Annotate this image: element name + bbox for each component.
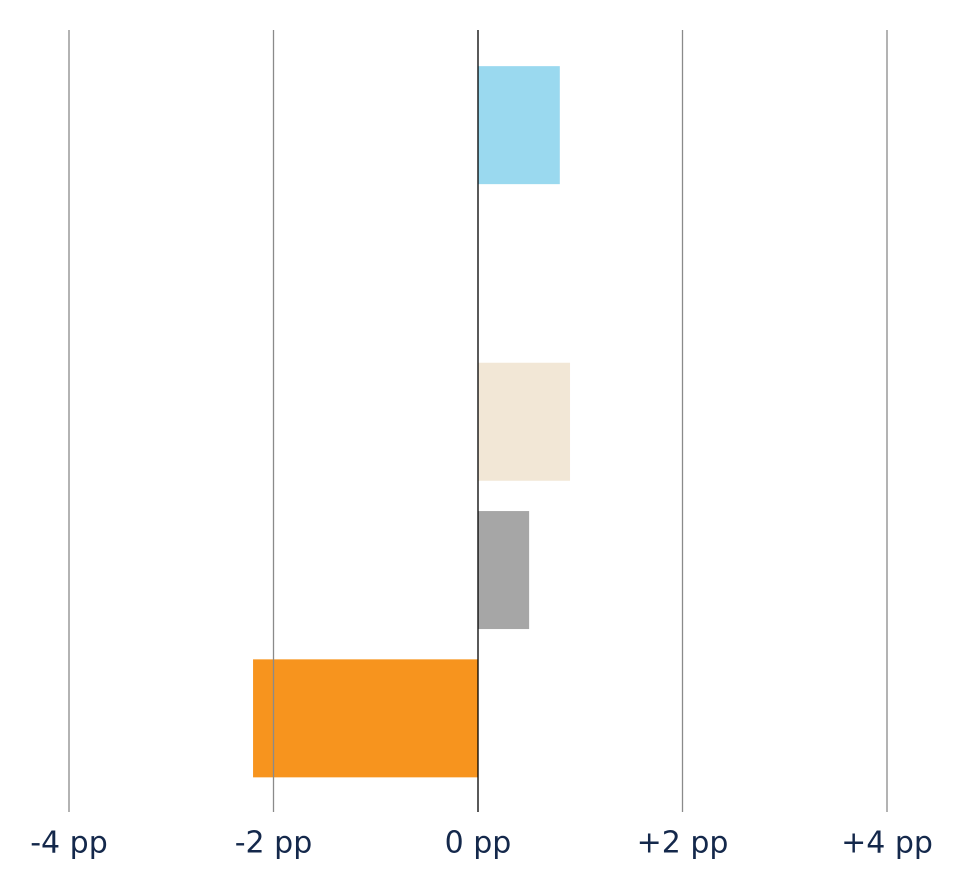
x-tick-label: +2 pp	[637, 826, 729, 861]
bar	[478, 362, 571, 481]
x-tick-label: +4 pp	[841, 826, 933, 861]
bar	[478, 511, 530, 630]
bar	[478, 66, 560, 185]
bar	[253, 659, 478, 778]
x-tick-label: -4 pp	[30, 826, 108, 861]
x-tick-label: -2 pp	[235, 826, 313, 861]
x-tick-label: 0 pp	[445, 826, 512, 861]
